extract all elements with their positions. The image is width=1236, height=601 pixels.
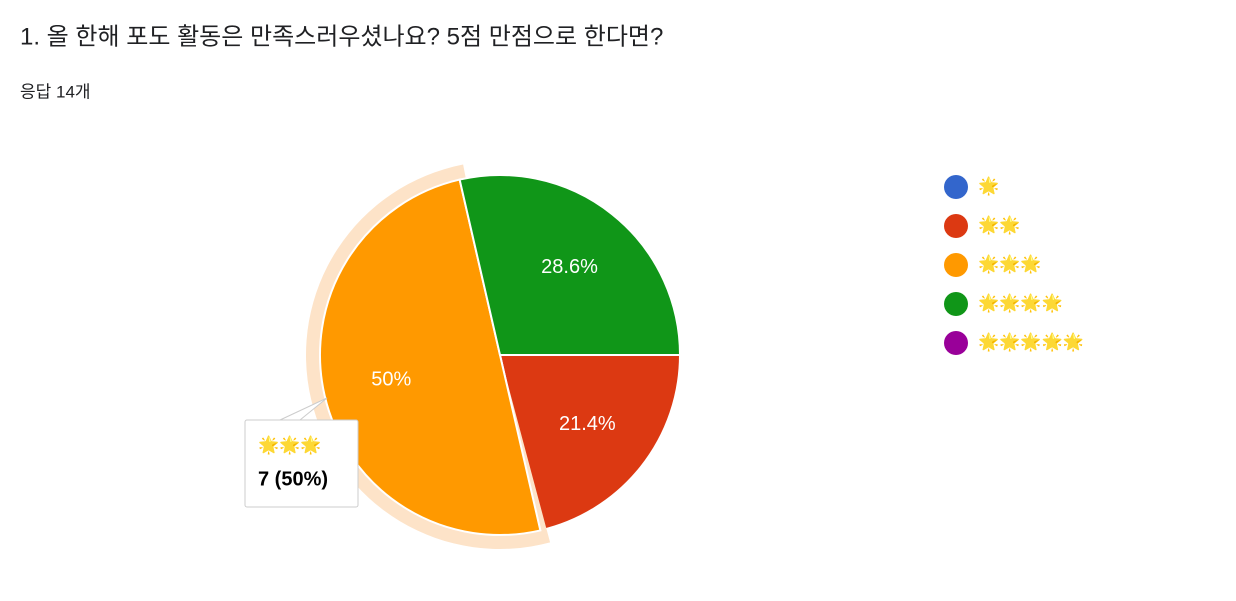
legend-swatch bbox=[944, 331, 968, 355]
slice bbox=[498, 354, 682, 532]
legend-swatch bbox=[944, 214, 968, 238]
legend-label: 🌟🌟🌟🌟 bbox=[978, 292, 1063, 313]
legend-swatch bbox=[944, 253, 968, 277]
legend-label: 🌟🌟🌟🌟🌟 bbox=[978, 331, 1084, 352]
tooltip: 🌟🌟🌟 7 (50%) bbox=[244, 397, 359, 508]
chart-title: 1. 올 한해 포도 활동은 만족스러우셨나요? 5점 만점으로 한다면? bbox=[20, 23, 663, 50]
legend: 🌟🌟🌟🌟🌟🌟🌟🌟🌟🌟🌟🌟🌟🌟🌟 bbox=[944, 175, 1084, 355]
slice-label: 21.4% bbox=[559, 413, 616, 435]
legend-label: 🌟 bbox=[978, 175, 999, 196]
chart-subtitle: 응답 14개 bbox=[20, 82, 91, 101]
tooltip-pointer bbox=[279, 397, 328, 421]
legend-label: 🌟🌟 bbox=[978, 214, 1020, 235]
slice bbox=[458, 174, 682, 356]
legend-label: 🌟🌟🌟 bbox=[978, 253, 1042, 274]
slice-label: 50% bbox=[371, 368, 411, 390]
pie: 21.4% 50% 28.6% bbox=[306, 164, 682, 549]
legend-swatch bbox=[944, 292, 968, 316]
legend-swatch bbox=[944, 175, 968, 199]
tooltip-value: 7 (50%) bbox=[258, 468, 328, 490]
tooltip-box bbox=[244, 419, 359, 508]
slice bbox=[319, 178, 542, 536]
tooltip-category: 🌟🌟🌟 bbox=[258, 434, 322, 455]
slice-label: 28.6% bbox=[541, 256, 598, 278]
